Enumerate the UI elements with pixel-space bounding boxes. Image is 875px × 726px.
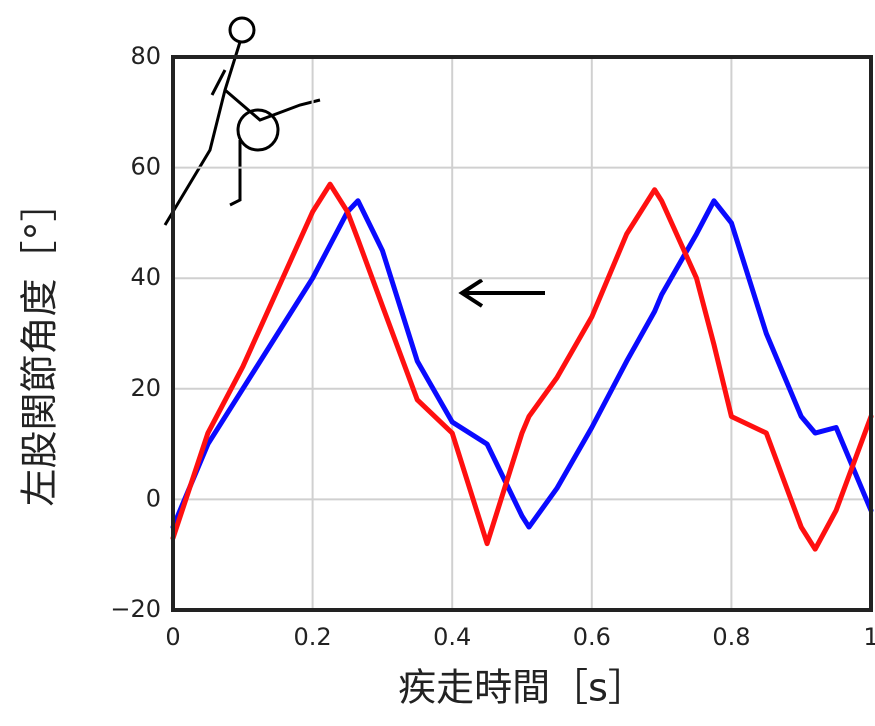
x-axis-label: 疾走時間［s］ [398,666,646,710]
line-series [173,184,871,549]
y-tick-label: 0 [146,484,161,512]
chart: 疾走時間［s］ 左股関節角度［°］ −2002040608000.20.40.6… [0,0,875,726]
runner-icon [165,18,320,225]
x-tick-label: 0.2 [294,623,332,651]
y-tick-label: 20 [130,374,161,402]
y-axis-label: 左股関節角度［°］ [18,183,62,506]
y-tick-label: 80 [130,42,161,70]
x-tick-label: 0.6 [573,623,611,651]
y-tick-label: −20 [110,595,161,623]
y-tick-label: 60 [130,153,161,181]
line-series [173,201,871,527]
x-tick-label: 0.8 [712,623,750,651]
x-tick-label: 0 [165,623,180,651]
y-tick-label: 40 [130,263,161,291]
arrow [462,280,545,306]
x-tick-label: 1 [863,623,875,651]
x-tick-label: 0.4 [433,623,471,651]
